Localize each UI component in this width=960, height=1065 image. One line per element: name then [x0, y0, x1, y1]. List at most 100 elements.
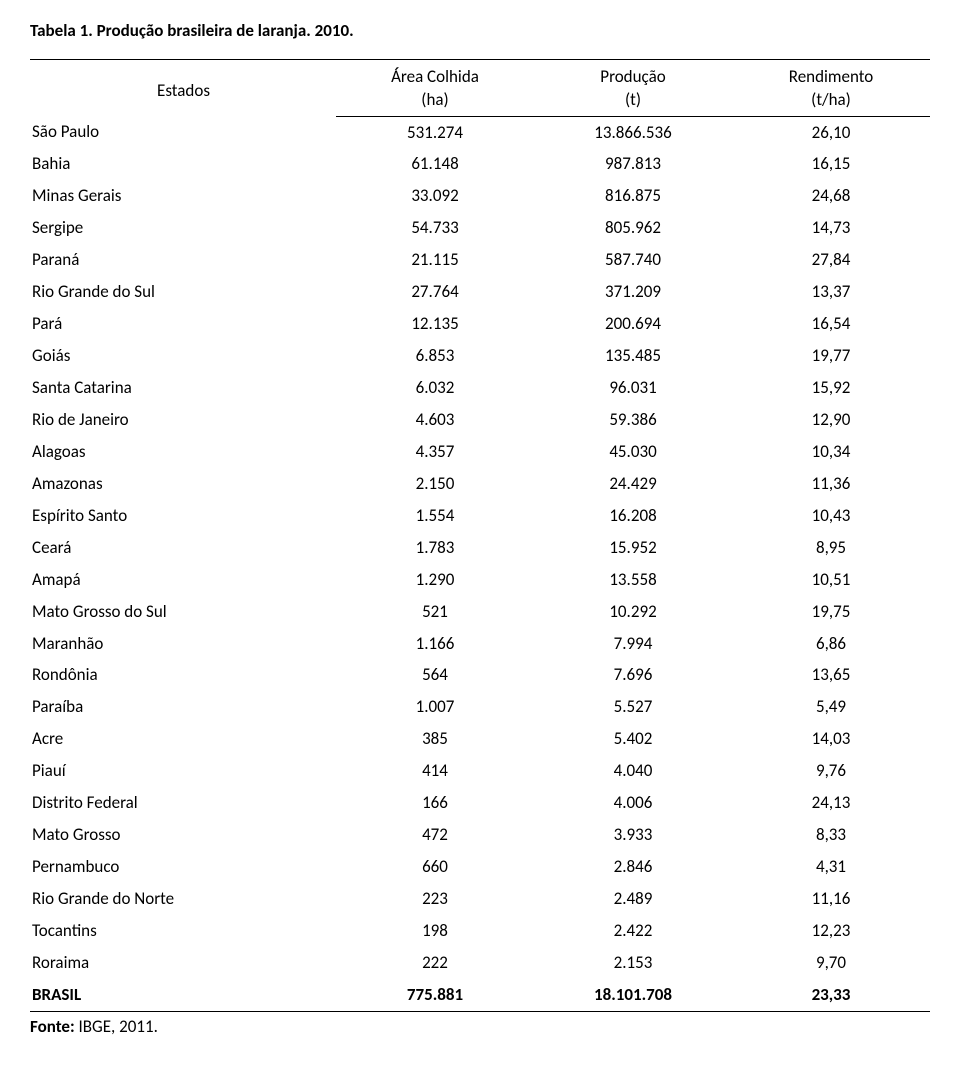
- cell-state: Alagoas: [30, 436, 336, 468]
- col-header-area: Área Colhida: [336, 60, 534, 89]
- cell-rend: 16,15: [732, 149, 930, 181]
- cell-prod: 59.386: [534, 404, 732, 436]
- cell-prod: 7.994: [534, 628, 732, 660]
- cell-state: Roraima: [30, 947, 336, 979]
- table-row: Rio Grande do Sul27.764371.20913,37: [30, 277, 930, 309]
- cell-rend-total: 23,33: [732, 979, 930, 1011]
- cell-rend: 12,90: [732, 404, 930, 436]
- cell-state: Pernambuco: [30, 852, 336, 884]
- cell-state: Pará: [30, 309, 336, 341]
- cell-prod: 24.429: [534, 468, 732, 500]
- cell-state: Santa Catarina: [30, 373, 336, 405]
- cell-rend: 26,10: [732, 117, 930, 149]
- cell-area: 660: [336, 852, 534, 884]
- table-row: Roraima2222.1539,70: [30, 947, 930, 979]
- cell-prod: 135.485: [534, 341, 732, 373]
- cell-prod: 10.292: [534, 596, 732, 628]
- cell-area: 54.733: [336, 213, 534, 245]
- cell-state: Mato Grosso do Sul: [30, 596, 336, 628]
- cell-state: Mato Grosso: [30, 820, 336, 852]
- cell-state: Distrito Federal: [30, 788, 336, 820]
- cell-area: 2.150: [336, 468, 534, 500]
- cell-rend: 11,16: [732, 884, 930, 916]
- col-header-prod: Produção: [534, 60, 732, 89]
- table-row: Pará12.135200.69416,54: [30, 309, 930, 341]
- cell-area: 222: [336, 947, 534, 979]
- cell-prod: 96.031: [534, 373, 732, 405]
- cell-area: 1.783: [336, 532, 534, 564]
- cell-state: Rio de Janeiro: [30, 404, 336, 436]
- cell-prod: 2.153: [534, 947, 732, 979]
- cell-rend: 16,54: [732, 309, 930, 341]
- cell-prod: 2.422: [534, 915, 732, 947]
- cell-state: Paraíba: [30, 692, 336, 724]
- cell-state: Bahia: [30, 149, 336, 181]
- cell-prod: 2.846: [534, 852, 732, 884]
- col-unit-prod: (t): [534, 88, 732, 117]
- col-header-state: Estados: [30, 60, 336, 117]
- table-row: Minas Gerais33.092816.87524,68: [30, 181, 930, 213]
- table-row: Pernambuco6602.8464,31: [30, 852, 930, 884]
- cell-prod: 16.208: [534, 500, 732, 532]
- col-unit-area: (ha): [336, 88, 534, 117]
- source-text: IBGE, 2011.: [75, 1016, 158, 1037]
- cell-state: Paraná: [30, 245, 336, 277]
- cell-state: Minas Gerais: [30, 181, 336, 213]
- cell-state: Acre: [30, 724, 336, 756]
- table-row: Sergipe54.733805.96214,73: [30, 213, 930, 245]
- cell-prod: 5.402: [534, 724, 732, 756]
- cell-state: Tocantins: [30, 915, 336, 947]
- cell-state: São Paulo: [30, 117, 336, 149]
- cell-state: Amazonas: [30, 468, 336, 500]
- cell-rend: 19,77: [732, 341, 930, 373]
- cell-prod: 45.030: [534, 436, 732, 468]
- cell-prod: 3.933: [534, 820, 732, 852]
- cell-state: Rondônia: [30, 660, 336, 692]
- cell-state: Piauí: [30, 756, 336, 788]
- cell-area: 1.554: [336, 500, 534, 532]
- cell-rend: 14,03: [732, 724, 930, 756]
- cell-prod: 5.527: [534, 692, 732, 724]
- cell-area: 4.357: [336, 436, 534, 468]
- cell-rend: 6,86: [732, 628, 930, 660]
- cell-prod: 200.694: [534, 309, 732, 341]
- table-row: São Paulo531.27413.866.53626,10: [30, 117, 930, 149]
- table-row: Alagoas4.35745.03010,34: [30, 436, 930, 468]
- table-body: São Paulo531.27413.866.53626,10Bahia61.1…: [30, 117, 930, 1012]
- data-table: Estados Área Colhida Produção Rendimento…: [30, 59, 930, 1011]
- table-row: Santa Catarina6.03296.03115,92: [30, 373, 930, 405]
- cell-rend: 24,68: [732, 181, 930, 213]
- cell-prod: 987.813: [534, 149, 732, 181]
- cell-state: Amapá: [30, 564, 336, 596]
- table-row: Amazonas2.15024.42911,36: [30, 468, 930, 500]
- table-row: Rio de Janeiro4.60359.38612,90: [30, 404, 930, 436]
- cell-area-total: 775.881: [336, 979, 534, 1011]
- cell-area: 21.115: [336, 245, 534, 277]
- table-row: Distrito Federal1664.00624,13: [30, 788, 930, 820]
- cell-rend: 13,65: [732, 660, 930, 692]
- cell-area: 564: [336, 660, 534, 692]
- cell-rend: 15,92: [732, 373, 930, 405]
- cell-rend: 14,73: [732, 213, 930, 245]
- cell-rend: 27,84: [732, 245, 930, 277]
- cell-rend: 10,51: [732, 564, 930, 596]
- cell-area: 6.853: [336, 341, 534, 373]
- cell-area: 12.135: [336, 309, 534, 341]
- cell-prod: 805.962: [534, 213, 732, 245]
- cell-prod: 587.740: [534, 245, 732, 277]
- cell-area: 521: [336, 596, 534, 628]
- cell-state: Rio Grande do Sul: [30, 277, 336, 309]
- cell-rend: 19,75: [732, 596, 930, 628]
- cell-prod-total: 18.101.708: [534, 979, 732, 1011]
- table-header: Estados Área Colhida Produção Rendimento…: [30, 60, 930, 117]
- cell-state: Goiás: [30, 341, 336, 373]
- cell-area: 531.274: [336, 117, 534, 149]
- table-row: Maranhão1.1667.9946,86: [30, 628, 930, 660]
- cell-area: 61.148: [336, 149, 534, 181]
- table-row: Ceará1.78315.9528,95: [30, 532, 930, 564]
- table-row: Rondônia5647.69613,65: [30, 660, 930, 692]
- table-row: Paraná21.115587.74027,84: [30, 245, 930, 277]
- table-row: Bahia61.148987.81316,15: [30, 149, 930, 181]
- cell-rend: 10,34: [732, 436, 930, 468]
- cell-area: 27.764: [336, 277, 534, 309]
